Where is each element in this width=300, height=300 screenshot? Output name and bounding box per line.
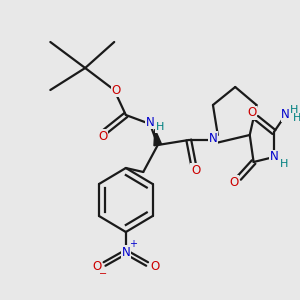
Text: H: H [290, 105, 298, 115]
Text: O: O [230, 176, 239, 188]
Text: −: − [98, 269, 107, 279]
Text: N: N [270, 151, 278, 164]
Text: N: N [281, 109, 290, 122]
Text: H: H [279, 159, 288, 169]
Text: N: N [208, 131, 217, 145]
Text: O: O [92, 260, 101, 272]
Text: H: H [155, 122, 164, 132]
Text: H: H [293, 113, 300, 123]
Text: O: O [98, 130, 107, 142]
Text: O: O [191, 164, 200, 176]
Text: N: N [122, 245, 130, 259]
Text: O: O [150, 260, 160, 272]
Polygon shape [154, 129, 162, 146]
Text: +: + [129, 239, 136, 249]
Text: O: O [112, 83, 121, 97]
Text: N: N [146, 116, 154, 128]
Text: O: O [247, 106, 256, 119]
